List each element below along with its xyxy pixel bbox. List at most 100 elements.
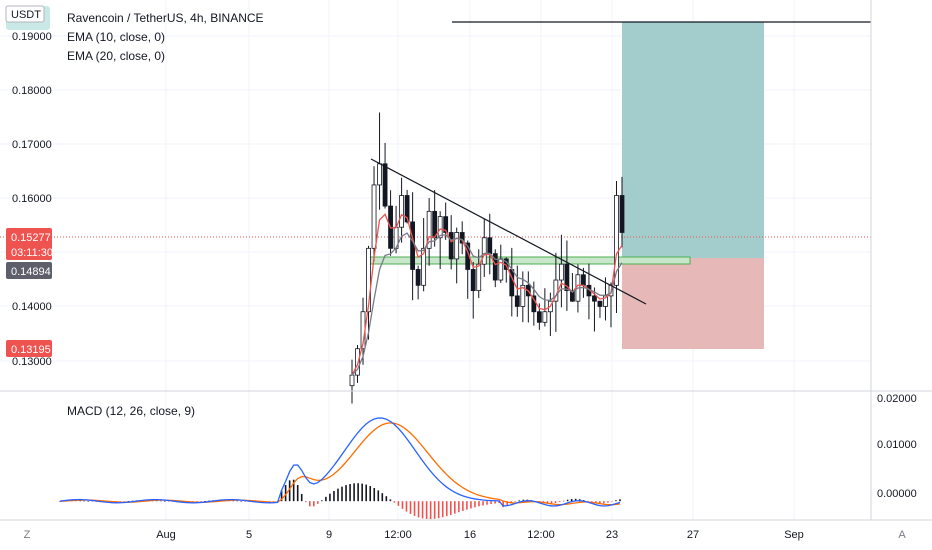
macd-histogram-bar [546,501,549,504]
price-tick: 0.19000 [12,31,52,43]
candle [514,295,520,307]
price-tick: 0.16000 [12,193,52,205]
trendline[interactable] [370,158,647,305]
macd-histogram-bar [353,483,355,502]
macd-histogram-bar [308,501,311,507]
macd-histogram-bar [462,501,464,511]
macd-histogram-bar [357,483,359,502]
macd-histogram-bar [470,501,472,509]
macd-histogram-bar [433,501,436,519]
macd-histogram-bar [478,501,480,507]
macd-histogram-bar [296,484,299,502]
macd-histogram-bar [393,501,396,503]
ema-20-line [351,232,623,376]
macd-histogram-bar [574,498,577,502]
macd-histogram-bar [91,501,94,502]
ema-10-legend: EMA (10, close, 0) [67,30,165,44]
macd-histogram-bar [272,501,275,502]
macd-histogram-bar [401,501,404,509]
macd-histogram-bar [365,484,367,502]
candle [581,274,586,286]
macd-histogram-bar [373,487,376,502]
macd-histogram-bar [550,501,553,504]
macd-histogram-bar [361,483,363,502]
macd-histogram-bar [421,501,424,519]
macd-histogram-bar [570,498,573,502]
candle [459,232,465,244]
macd-histogram-bar [518,500,521,502]
target-zone[interactable] [622,22,764,258]
candle [366,247,371,313]
macd-histogram-bar [208,500,210,502]
macd-histogram-bar [607,501,609,503]
macd-histogram-bar [566,499,569,502]
auto-button-label: A [898,529,906,541]
time-tick: Sep [784,529,804,541]
auto-scale-button[interactable]: A [898,529,906,541]
macd-histogram-bar [514,501,517,502]
macd-histogram-bar [558,501,561,503]
macd-histogram-bar [321,500,323,502]
macd-histogram-bar [603,501,605,504]
macd-histogram-bar [599,501,601,504]
macd-histogram-bar [87,501,90,502]
macd-histogram-bar [288,480,291,502]
macd-histogram-bar [409,501,412,514]
candle [355,348,360,376]
ema-price-label: 0.14894 [6,262,52,279]
currency-badge[interactable]: USDT [5,5,50,30]
macd-histogram-bar [337,488,339,502]
macd-histogram-bar [554,501,557,504]
candle [470,269,476,292]
macd-histogram-bar [349,484,351,502]
candle [564,263,570,292]
macd-histogram-bar [449,501,452,515]
time-tick: 23 [606,529,618,541]
candle [448,232,454,260]
timezone-button[interactable]: Z [24,529,31,541]
macd-histogram-bar [163,501,166,502]
price-tick: 0.13000 [12,356,52,368]
time-tick: Aug [156,529,176,541]
macd-histogram-bar [562,500,565,502]
macd-histogram-bar [236,500,239,502]
macd-histogram-bar [200,501,202,502]
macd-histogram-bar [405,501,408,512]
price-tick: 0.18000 [12,85,52,97]
candle [443,216,449,233]
price-tick: 0.14000 [12,301,52,313]
macd-histogram-bar [304,501,307,503]
macd-histogram-bar [482,501,484,506]
time-axis[interactable]: Aug 5 9 12:00 16 12:00 23 27 Sep [156,529,804,541]
candle [487,237,493,255]
stop-zone[interactable] [622,258,764,349]
macd-histogram-bar [498,501,500,504]
macd-histogram [59,479,621,520]
macd-histogram-bar [458,501,460,513]
macd-histogram-bar [615,500,617,502]
candle [536,311,542,323]
macd-histogram-bar [196,501,198,502]
ema-10-line [351,213,623,376]
macd-histogram-bar [441,501,444,518]
macd-histogram-bar [300,493,303,502]
macd-histogram-bar [486,501,488,505]
macd-histogram-bar [417,501,420,518]
time-tick: 9 [326,529,332,541]
macd-histogram-bar [437,501,440,519]
candle [614,195,619,286]
macd-histogram-bar [313,501,315,507]
macd-histogram-bar [240,501,243,502]
macd-signal-line [59,422,621,506]
price-ticks: 0.19000 0.18000 0.17000 0.16000 0.14000 … [12,31,52,368]
macd-histogram-bar [123,501,126,502]
macd-histogram-bar [127,501,130,502]
macd-histogram-bar [445,501,448,517]
candle [415,269,421,286]
macd-histogram-bar [377,490,380,502]
support-zone[interactable] [367,256,691,265]
candle [371,184,377,249]
macd-histogram-bar [317,501,319,504]
macd-histogram-bar [595,501,597,504]
